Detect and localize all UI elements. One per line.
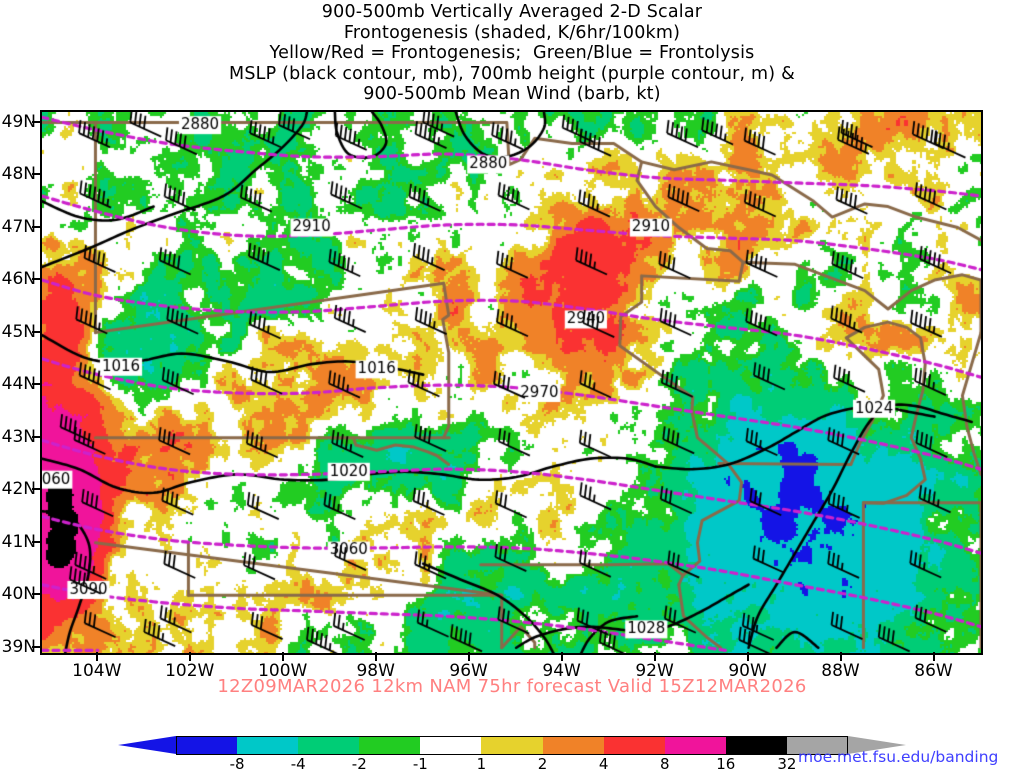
x-axis-tick bbox=[560, 652, 563, 661]
x-axis-tick bbox=[746, 652, 749, 661]
x-axis-label: 102W bbox=[165, 661, 215, 681]
x-axis-label: 96W bbox=[449, 661, 488, 681]
y-axis-tick bbox=[32, 540, 41, 543]
x-axis-tick bbox=[653, 652, 656, 661]
x-axis-label: 94W bbox=[542, 661, 581, 681]
map-plot-area bbox=[40, 110, 983, 655]
colorbar-tick-label: -8 bbox=[229, 755, 245, 773]
x-axis-tick bbox=[188, 652, 191, 661]
colorbar-segment bbox=[359, 736, 421, 755]
y-axis-tick bbox=[32, 225, 41, 228]
y-axis-tick bbox=[32, 593, 41, 596]
source-url-watermark: moe.met.fsu.edu/banding bbox=[798, 748, 999, 766]
y-axis-tick bbox=[32, 383, 41, 386]
colorbar-segment bbox=[542, 736, 604, 755]
y-axis-label: 41N bbox=[1, 531, 36, 552]
x-axis-label: 104W bbox=[72, 661, 122, 681]
colorbar-right-arrow bbox=[848, 736, 906, 754]
colorbar-segment bbox=[176, 736, 238, 755]
x-axis-label: 90W bbox=[728, 661, 767, 681]
colorbar-tick-label: 8 bbox=[659, 755, 670, 773]
y-axis-label: 45N bbox=[1, 321, 36, 342]
y-axis-label: 47N bbox=[1, 216, 36, 237]
colorbar-segment bbox=[481, 736, 543, 755]
x-axis-tick bbox=[932, 652, 935, 661]
y-axis-tick bbox=[32, 330, 41, 333]
colorbar-segment bbox=[786, 736, 848, 755]
colorbar-tick-label: 1 bbox=[476, 755, 487, 773]
title-line-2: Frontogenesis (shaded, K/6hr/100km) bbox=[343, 22, 681, 43]
colorbar-segment bbox=[298, 736, 360, 755]
y-axis-tick bbox=[32, 173, 41, 176]
x-axis-label: 100W bbox=[258, 661, 308, 681]
colorbar-tick-label: 4 bbox=[598, 755, 609, 773]
x-axis-label: 88W bbox=[821, 661, 860, 681]
y-axis-tick bbox=[32, 435, 41, 438]
x-axis-tick bbox=[281, 652, 284, 661]
x-axis-tick bbox=[95, 652, 98, 661]
colorbar-segment bbox=[237, 736, 299, 755]
colorbar-tick-label: -1 bbox=[412, 755, 428, 773]
title-line-1: 900-500mb Vertically Averaged 2-D Scalar bbox=[321, 2, 703, 22]
chart-title-block: 900-500mb Vertically Averaged 2-D Scalar… bbox=[0, 2, 1024, 105]
x-axis-tick bbox=[839, 652, 842, 661]
title-line-3: Yellow/Red = Frontogenesis; Green/Blue =… bbox=[269, 43, 755, 63]
colorbar-segment bbox=[420, 736, 482, 755]
colorbar-tick-label: -2 bbox=[351, 755, 367, 773]
colorbar-segment bbox=[725, 736, 787, 755]
forecast-caption: 12Z09MAR2026 12km NAM 75hr forecast Vali… bbox=[217, 676, 807, 697]
y-axis-tick bbox=[32, 488, 41, 491]
x-axis-label: 92W bbox=[635, 661, 674, 681]
y-axis-label: 40N bbox=[1, 584, 36, 605]
y-axis-label: 48N bbox=[1, 164, 36, 185]
y-axis-label: 39N bbox=[1, 636, 36, 657]
colorbar: -8 -4 -2 -1 1 2 4 8 16 32 bbox=[118, 736, 906, 773]
frontogenesis-map-canvas bbox=[42, 112, 981, 653]
colorbar-tick-label: 2 bbox=[537, 755, 548, 773]
x-axis-label: 98W bbox=[356, 661, 395, 681]
colorbar-tick-label: 16 bbox=[716, 755, 736, 773]
y-axis-tick bbox=[32, 120, 41, 123]
y-axis-tick bbox=[32, 645, 41, 648]
y-axis-label: 46N bbox=[1, 269, 36, 290]
colorbar-segment bbox=[603, 736, 665, 755]
x-axis-label: 86W bbox=[914, 661, 953, 681]
y-axis-label: 44N bbox=[1, 374, 36, 395]
x-axis-tick bbox=[374, 652, 377, 661]
y-axis-label: 49N bbox=[1, 111, 36, 132]
colorbar-tick-label: -4 bbox=[290, 755, 306, 773]
colorbar-segment bbox=[664, 736, 726, 755]
y-axis-label: 43N bbox=[1, 426, 36, 447]
title-line-5: 900-500mb Mean Wind (barb, kt) bbox=[363, 84, 661, 104]
x-axis-tick bbox=[467, 652, 470, 661]
colorbar-left-arrow bbox=[118, 736, 176, 754]
y-axis-tick bbox=[32, 278, 41, 281]
y-axis-label: 42N bbox=[1, 479, 36, 500]
title-line-4: MSLP (black contour, mb), 700mb height (… bbox=[229, 63, 795, 84]
